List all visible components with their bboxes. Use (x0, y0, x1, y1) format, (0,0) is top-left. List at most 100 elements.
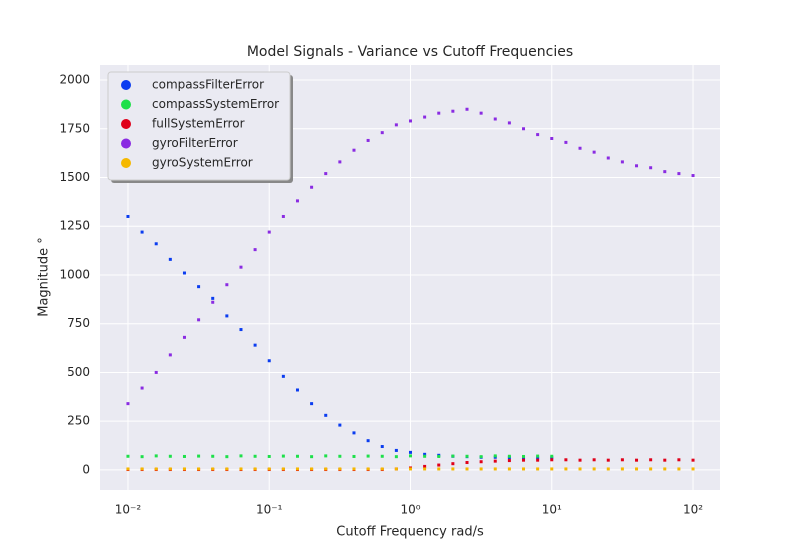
point (126, 214, 130, 218)
point (366, 454, 370, 458)
point (324, 413, 328, 417)
point (465, 467, 469, 471)
point (366, 439, 370, 443)
point (239, 265, 243, 269)
point (225, 314, 229, 318)
point (211, 296, 215, 300)
point (211, 300, 215, 304)
point (211, 467, 215, 471)
point (324, 454, 328, 458)
point (451, 109, 455, 113)
point (564, 467, 568, 471)
point (168, 353, 172, 357)
point (352, 148, 356, 152)
point (423, 452, 427, 456)
point (197, 467, 201, 471)
x-tick-label: 10⁰ (400, 503, 420, 517)
point (423, 464, 427, 468)
point (380, 445, 384, 449)
point (338, 423, 342, 427)
point (493, 467, 497, 471)
legend-marker (121, 99, 131, 110)
legend-label: gyroFilterError (152, 136, 238, 150)
point (197, 318, 201, 322)
point (479, 460, 483, 464)
y-tick-label: 1000 (59, 267, 90, 281)
y-tick-label: 1250 (59, 219, 90, 233)
point (338, 467, 342, 471)
point (154, 242, 158, 246)
point (281, 374, 285, 378)
point (140, 230, 144, 234)
legend-box (107, 71, 291, 181)
y-tick-label: 500 (67, 365, 90, 379)
x-tick-label: 10⁻¹ (256, 503, 283, 517)
point (536, 467, 540, 471)
point (592, 458, 596, 462)
point (182, 454, 186, 458)
point (126, 467, 130, 471)
legend-label: gyroSystemError (152, 156, 253, 170)
point (310, 467, 314, 471)
point (281, 214, 285, 218)
point (522, 454, 526, 458)
point (507, 467, 511, 471)
point (182, 467, 186, 471)
point (522, 467, 526, 471)
point (366, 138, 370, 142)
y-tick-label: 0 (82, 462, 90, 476)
point (592, 150, 596, 154)
point (451, 467, 455, 471)
point (606, 156, 610, 160)
point (154, 370, 158, 374)
point (592, 467, 596, 471)
point (352, 467, 356, 471)
point (677, 467, 681, 471)
point (338, 160, 342, 164)
point (239, 454, 243, 458)
point (182, 271, 186, 275)
point (408, 454, 412, 458)
point (423, 115, 427, 119)
point (437, 111, 441, 115)
point (465, 461, 469, 465)
point (663, 458, 667, 462)
point (140, 455, 144, 459)
point (239, 467, 243, 471)
point (408, 119, 412, 123)
point (536, 458, 540, 462)
marks (126, 107, 695, 472)
x-tick-label: 10¹ (542, 503, 562, 517)
point (253, 248, 257, 252)
point (635, 164, 639, 168)
point (168, 467, 172, 471)
legend-marker (121, 158, 131, 168)
y-tick-label: 250 (67, 414, 90, 428)
point (493, 454, 497, 458)
point (168, 454, 172, 458)
point (578, 467, 582, 471)
point (366, 467, 370, 471)
point (677, 458, 681, 462)
point (295, 454, 299, 458)
point (493, 117, 497, 121)
point (197, 285, 201, 289)
legend-label: compassFilterError (152, 78, 264, 92)
point (522, 458, 526, 462)
y-axis-label: Magnitude ° (37, 237, 52, 317)
point (536, 133, 540, 137)
point (479, 455, 483, 459)
point (620, 467, 624, 471)
point (253, 343, 257, 347)
legend-label: compassSystemError (152, 97, 279, 111)
legend-marker (121, 80, 131, 90)
x-tick-label: 10² (683, 503, 703, 517)
point (465, 454, 469, 458)
point (239, 328, 243, 332)
point (182, 335, 186, 339)
point (380, 131, 384, 135)
legend-marker (121, 119, 131, 129)
point (437, 467, 441, 471)
point (324, 172, 328, 176)
